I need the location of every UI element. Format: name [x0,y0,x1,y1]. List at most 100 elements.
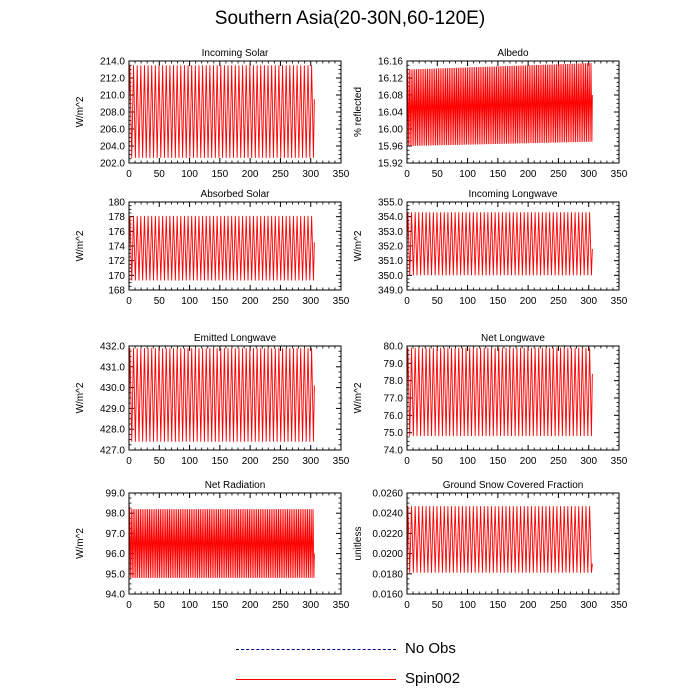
chart-panel-net-radiation: Net Radiation W/m^2 0 50 100 150 200 250 300 350 9… [75,480,350,611]
x-tick-label: 250 [550,456,567,467]
legend-swatch-no-obs [236,649,396,650]
series-line-spin002 [406,506,593,589]
x-tick-label: 200 [242,169,259,180]
x-tick-label: 250 [272,296,289,307]
x-tick-label: 200 [520,600,537,611]
series-line-spin002 [128,215,315,281]
y-tick-label: 427.0 [100,446,125,457]
plot-frame [406,345,620,451]
legend-label-spin002: Spin002 [405,670,461,687]
legend-entry-no-obs: No Obs [236,640,556,660]
chart-panel-ground-snow-covered-fraction: Ground Snow Covered Fraction unitless 0 50 1… [353,480,628,611]
series-line-spin002 [406,212,593,276]
chart-panel-albedo: Albedo % reflected 0 50 100 150 200 250 300 350 15… [353,48,628,180]
x-tick-label: 0 [404,600,410,611]
x-tick-label: 250 [272,600,289,611]
legend-entry-spin002: Spin002 [236,670,556,690]
panel-title: Incoming Longwave [469,189,558,200]
x-tick-label: 150 [490,296,507,307]
y-tick-label: 74.0 [384,446,404,457]
y-tick-label: 206.0 [100,125,125,136]
x-tick-label: 100 [459,456,476,467]
y-tick-label: 0.0200 [372,549,403,560]
panel-title: Net Longwave [481,333,545,344]
panel-title: Incoming Solar [202,48,269,59]
x-tick-label: 0 [126,600,132,611]
y-tick-label: 98.0 [106,509,126,520]
y-tick-label: 77.0 [384,394,404,405]
x-tick-label: 350 [333,456,350,467]
legend-swatch-spin002 [236,679,396,680]
y-tick-label: 355.0 [378,198,403,209]
x-tick-label: 250 [550,169,567,180]
y-tick-label: 170 [108,271,125,282]
series-line-spin002 [128,65,315,158]
y-tick-label: 0.0220 [372,529,403,540]
x-tick-label: 250 [272,456,289,467]
x-tick-label: 250 [550,600,567,611]
y-tick-label: 15.92 [378,159,403,170]
y-tick-label: 176 [108,227,125,238]
x-tick-label: 150 [490,169,507,180]
series-line-spin002 [406,63,593,147]
y-tick-label: 429.0 [100,404,125,415]
x-tick-label: 50 [154,600,166,611]
y-tick-label: 214.0 [100,57,125,68]
y-axis-label: % reflected [353,87,364,137]
plot-frame [406,201,620,291]
x-tick-label: 100 [459,600,476,611]
y-tick-label: 0.0260 [372,489,403,500]
y-tick-label: 99.0 [106,489,126,500]
series-line-spin002 [128,348,315,442]
y-tick-label: 208.0 [100,108,125,119]
x-tick-label: 350 [611,296,628,307]
x-tick-label: 100 [181,456,198,467]
x-tick-label: 100 [459,169,476,180]
x-tick-label: 350 [611,169,628,180]
x-tick-label: 50 [154,169,166,180]
y-axis-label: W/m^2 [353,230,364,261]
chart-panel-incoming-solar: Incoming Solar W/m^2 0 50 100 150 200 250 300 350… [75,48,350,180]
panel-title: Absorbed Solar [201,189,271,200]
chart-panel-incoming-longwave: Incoming Longwave W/m^2 0 50 100 150 200 250 300… [353,189,628,307]
x-tick-label: 150 [212,456,229,467]
x-tick-label: 50 [154,296,166,307]
y-tick-label: 75.0 [384,428,404,439]
x-tick-label: 0 [404,296,410,307]
y-tick-label: 94.0 [106,590,126,601]
x-tick-label: 250 [550,296,567,307]
x-tick-label: 50 [432,600,444,611]
y-tick-label: 16.16 [378,57,403,68]
y-axis-label: W/m^2 [75,230,86,261]
x-tick-label: 0 [126,456,132,467]
plot-frame [128,60,342,164]
y-tick-label: 79.0 [384,359,404,370]
panel-title: Albedo [497,48,529,59]
y-tick-label: 432.0 [100,342,125,353]
x-tick-label: 300 [302,456,319,467]
x-tick-label: 300 [580,296,597,307]
x-tick-label: 200 [242,600,259,611]
y-tick-label: 96.0 [106,549,126,560]
x-tick-label: 200 [520,456,537,467]
plot-frame [128,201,342,291]
x-tick-label: 300 [580,169,597,180]
y-axis-label: W/m^2 [353,382,364,413]
y-tick-label: 353.0 [378,227,403,238]
chart-panel-absorbed-solar: Absorbed Solar W/m^2 0 50 100 150 200 250 300 350… [75,189,350,307]
x-tick-label: 150 [212,296,229,307]
x-tick-label: 200 [520,296,537,307]
plot-frame [128,492,342,595]
y-tick-label: 180 [108,198,125,209]
x-tick-label: 250 [272,169,289,180]
page-title: Southern Asia(20-30N,60-120E) [214,8,486,29]
y-tick-label: 350.0 [378,271,403,282]
y-tick-label: 0.0180 [372,569,403,580]
x-tick-label: 150 [490,456,507,467]
x-tick-label: 300 [580,600,597,611]
y-tick-label: 16.00 [378,125,403,136]
x-tick-label: 300 [302,169,319,180]
y-tick-label: 78.0 [384,376,404,387]
y-tick-label: 174 [108,242,125,253]
